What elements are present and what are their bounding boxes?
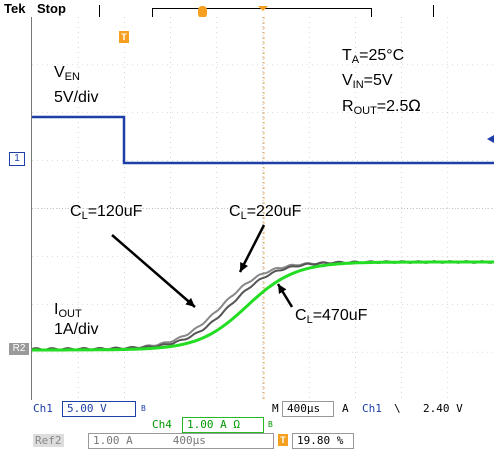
iout-scale: 1A/div <box>54 321 99 338</box>
ch1-trigger-level-arrow <box>487 135 494 143</box>
graticule <box>32 17 494 400</box>
ref2-label[interactable]: Ref2 <box>33 434 64 447</box>
waveform-screen[interactable]: T TA=25°C VIN=5V ROUT=2.5Ω VEN 5V/div CL… <box>31 17 494 400</box>
trigger-time-marker: T <box>119 31 129 43</box>
ch1-bandwidth-icon: B <box>141 404 146 413</box>
record-start-tick <box>99 5 100 17</box>
timebase-value[interactable]: 400µs <box>282 401 334 417</box>
ven-scale: 5V/div <box>54 89 99 106</box>
ch4-scale[interactable]: 1.00 A Ω <box>182 417 264 433</box>
horizontal-label: M <box>272 402 279 415</box>
rout-annotation: ROUT=2.5Ω <box>342 96 421 118</box>
top-bar: Tek Stop <box>0 0 494 19</box>
ref2-scale: 1.00 A <box>93 434 133 447</box>
arrow-470uf-head <box>278 284 287 294</box>
ch1-ven-trace <box>32 115 494 165</box>
record-end-tick <box>433 5 434 17</box>
cl-220uf-label: CL=220uF <box>229 203 302 222</box>
arrow-120uf-head <box>185 297 195 307</box>
trigger-source[interactable]: Ch1 <box>362 402 382 415</box>
cl-120uf-label: CL=120uF <box>70 203 143 222</box>
ref2-timebase: 400µs <box>172 434 206 447</box>
temperature-annotation: TA=25°C <box>342 47 405 66</box>
trigger-level[interactable]: 2.40 V <box>423 402 463 415</box>
brand-logo: Tek <box>4 1 26 16</box>
ch1-ground-marker[interactable]: 1 <box>9 152 25 166</box>
cl-470uf-label: CL=470uF <box>295 307 368 326</box>
trigger-slope-icon[interactable]: \ <box>394 402 401 415</box>
iout-label: IOUT <box>54 301 82 320</box>
ref2-readout: 1.00 A 400µs <box>88 433 274 449</box>
trigger-label: A <box>342 402 349 415</box>
arrow-120uf <box>111 234 196 308</box>
acquisition-state: Stop <box>37 1 66 16</box>
ch4-bandwidth-icon: B <box>268 420 273 429</box>
vin-annotation: VIN=5V <box>342 72 393 91</box>
ch1-label[interactable]: Ch1 <box>33 402 53 415</box>
expansion-point-arrow <box>258 6 268 11</box>
arrow-220uf-head <box>240 262 248 272</box>
graticule-and-waveforms <box>32 17 494 400</box>
trigger-position-icon: T <box>278 434 288 446</box>
ven-label: VEN <box>54 64 80 83</box>
ch1-scale[interactable]: 5.00 V <box>62 401 136 417</box>
ch4-label[interactable]: Ch4 <box>152 418 172 431</box>
ref2-ground-marker[interactable]: R2 <box>9 343 29 355</box>
trigger-position-percent[interactable]: 19.80 % <box>292 433 354 449</box>
iout-470uf-trace <box>32 260 494 352</box>
waveforms <box>32 115 494 352</box>
trigger-position-marker[interactable] <box>198 6 207 18</box>
